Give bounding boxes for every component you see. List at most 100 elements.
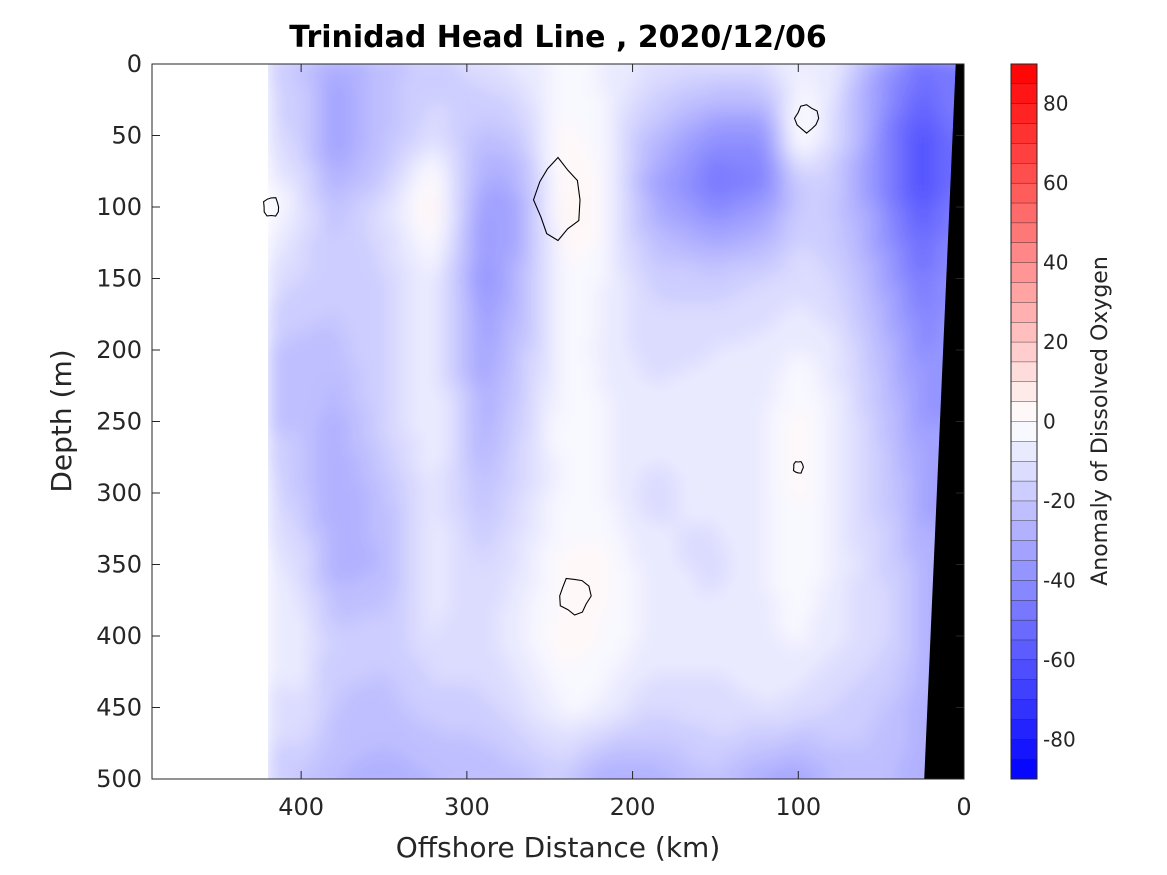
field-cell (298, 674, 309, 685)
field-cell (898, 504, 909, 515)
field-cell (728, 704, 739, 715)
field-cell (288, 214, 299, 225)
field-cell (468, 254, 479, 265)
field-cell (478, 284, 489, 295)
field-cell (448, 364, 459, 375)
field-cell (878, 424, 889, 435)
field-cell (608, 624, 619, 635)
field-cell (338, 584, 349, 595)
field-cell (288, 134, 299, 145)
field-cell (538, 264, 549, 275)
field-cell (538, 454, 549, 465)
field-cell (828, 494, 839, 505)
field-cell (818, 64, 829, 65)
field-cell (828, 154, 839, 165)
field-cell (568, 134, 579, 145)
field-cell (578, 174, 589, 185)
field-cell (828, 174, 839, 185)
field-cell (468, 174, 479, 185)
field-cell (478, 154, 489, 165)
field-cell (878, 584, 889, 595)
field-cell (908, 634, 919, 645)
field-cell (858, 134, 869, 145)
field-cell (898, 204, 909, 215)
field-cell (598, 304, 609, 315)
field-cell (868, 64, 879, 75)
field-cell (658, 524, 669, 535)
field-cell (388, 464, 399, 475)
field-cell (408, 674, 419, 685)
field-cell (548, 234, 559, 245)
field-cell (288, 564, 299, 575)
field-cell (718, 304, 729, 315)
field-cell (408, 464, 419, 475)
field-cell (708, 634, 719, 645)
field-cell (408, 364, 419, 375)
field-cell (388, 374, 399, 385)
field-cell (588, 674, 599, 685)
field-cell (308, 744, 319, 755)
field-cell (738, 644, 749, 655)
field-cell (578, 114, 589, 125)
field-cell (448, 374, 459, 385)
field-cell (968, 334, 979, 345)
field-cell (818, 404, 829, 415)
field-cell (898, 364, 909, 375)
field-cell (838, 334, 849, 345)
field-cell (928, 374, 939, 385)
field-cell (598, 244, 609, 255)
field-cell (858, 464, 869, 475)
field-cell (568, 554, 579, 565)
field-cell (658, 344, 669, 355)
field-cell (438, 714, 449, 725)
field-cell (298, 304, 309, 315)
field-cell (418, 494, 429, 505)
field-cell (558, 134, 569, 145)
field-cell (718, 524, 729, 535)
field-cell (708, 564, 719, 575)
field-cell (478, 274, 489, 285)
field-cell (968, 394, 979, 405)
field-cell (448, 604, 459, 615)
field-cell (698, 634, 709, 645)
field-cell (408, 444, 419, 455)
field-cell (488, 64, 499, 65)
field-cell (768, 144, 779, 155)
field-cell (388, 694, 399, 705)
field-cell (278, 684, 289, 695)
field-cell (358, 644, 369, 655)
field-cell (508, 264, 519, 275)
field-cell (548, 224, 559, 235)
field-cell (498, 374, 509, 385)
field-cell (898, 354, 909, 365)
field-cell (338, 464, 349, 475)
field-cell (548, 644, 559, 655)
field-cell (908, 664, 919, 675)
field-cell (628, 594, 639, 605)
field-cell (678, 434, 689, 445)
field-cell (428, 534, 439, 545)
field-cell (758, 64, 769, 75)
field-cell (708, 114, 719, 125)
field-cell (748, 314, 759, 325)
field-cell (378, 364, 389, 375)
field-cell (278, 554, 289, 565)
field-cell (768, 164, 779, 175)
field-cell (318, 754, 329, 765)
field-cell (788, 484, 799, 495)
field-cell (618, 144, 629, 155)
field-cell (368, 284, 379, 295)
field-cell (788, 734, 799, 745)
field-cell (338, 664, 349, 675)
field-cell (398, 564, 409, 575)
field-cell (838, 134, 849, 145)
field-cell (518, 384, 529, 395)
field-cell (338, 564, 349, 575)
field-cell (468, 504, 479, 515)
field-cell (758, 664, 769, 675)
field-cell (628, 334, 639, 345)
field-cell (608, 544, 619, 555)
field-cell (748, 234, 759, 245)
field-cell (908, 574, 919, 585)
field-cell (848, 394, 859, 405)
